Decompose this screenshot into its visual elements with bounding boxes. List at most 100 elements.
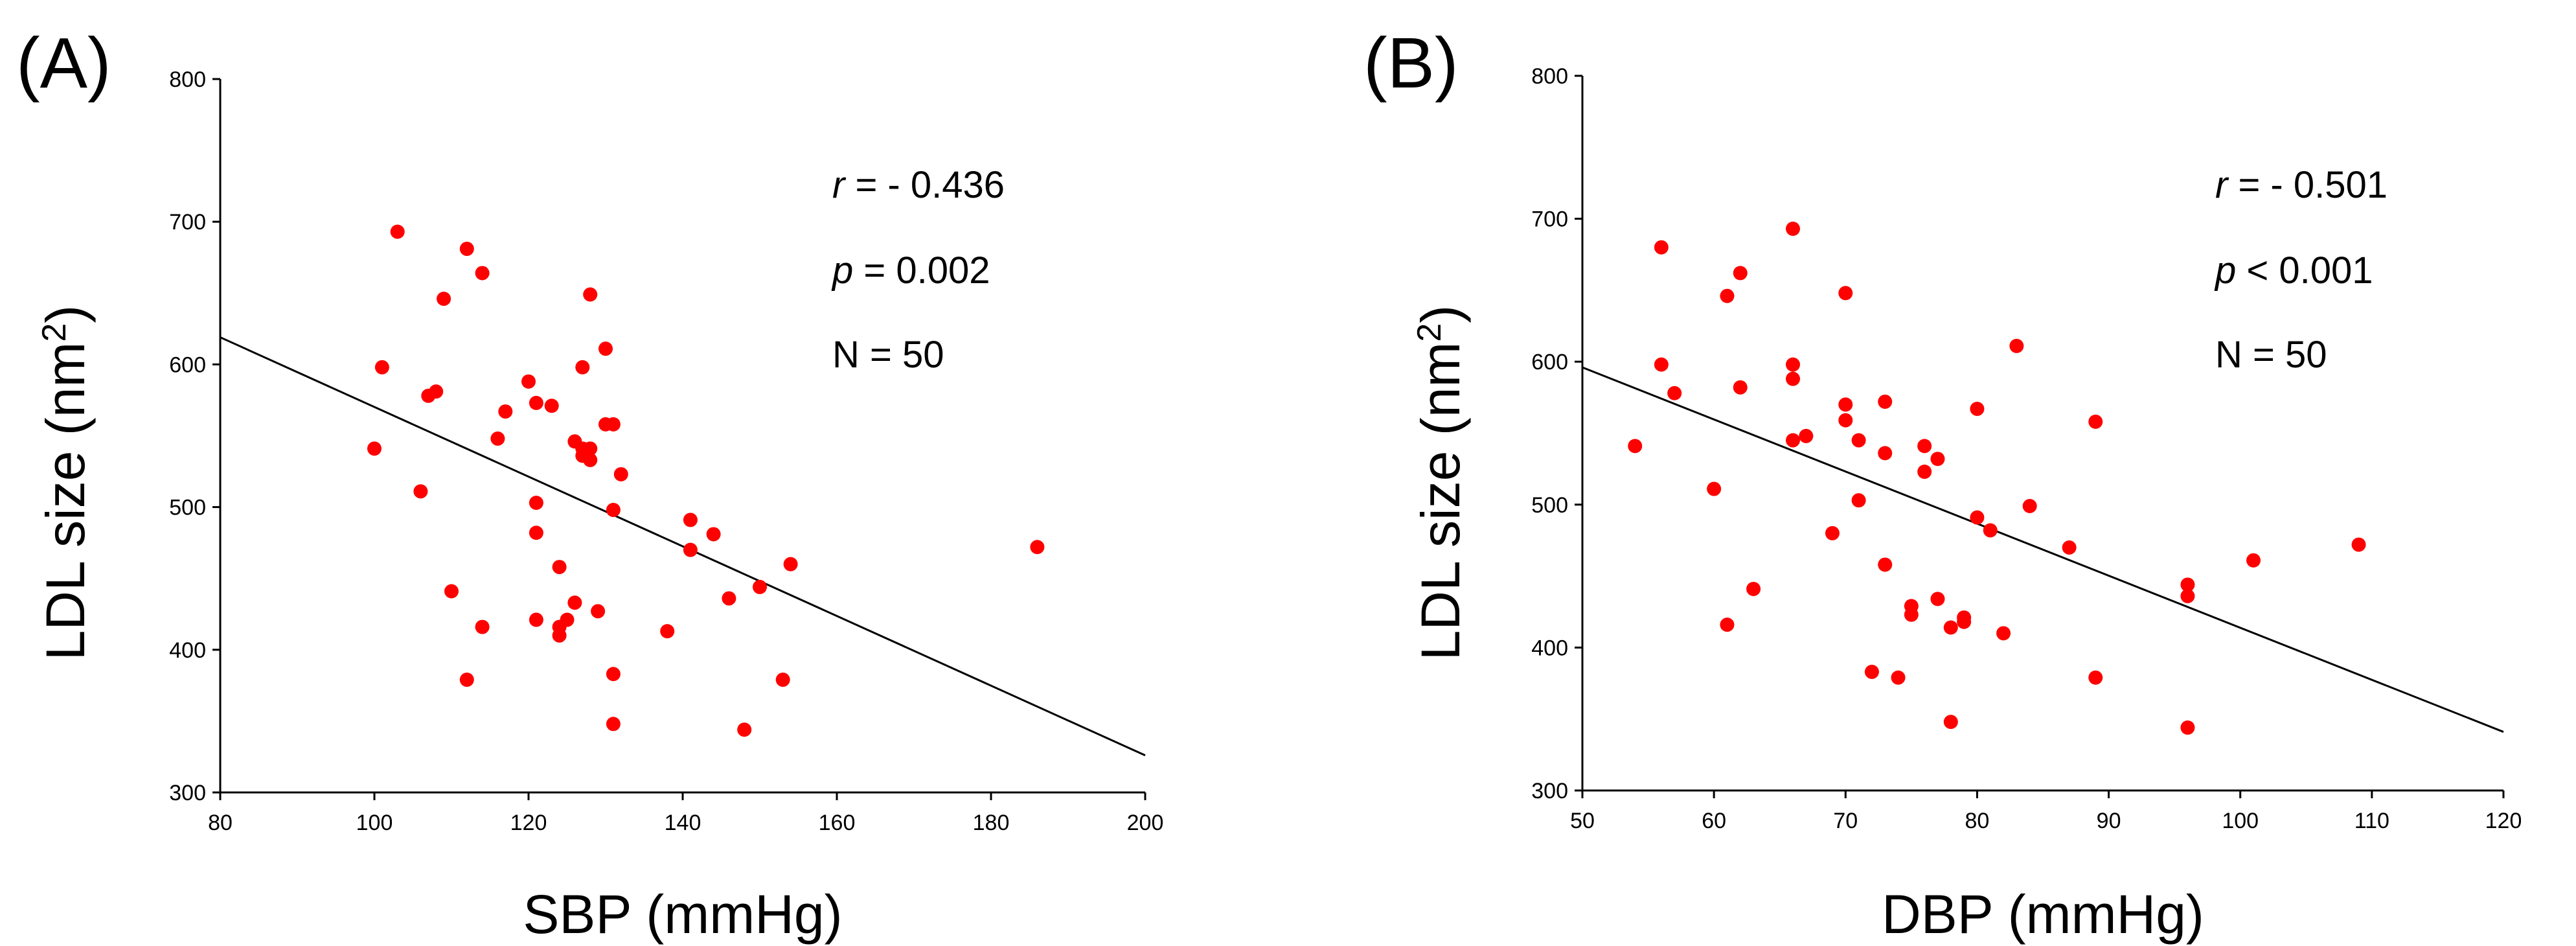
panel-a-data-point <box>583 441 598 456</box>
panel-b-x-tick-label: 110 <box>2354 809 2389 833</box>
panel-b-n-annotation: N = 50 <box>2215 334 2327 376</box>
panel-b-data-point <box>1746 581 1761 596</box>
panel-a-data-point <box>475 266 490 281</box>
panel-a-data-point <box>444 584 459 599</box>
panel-b-data-point <box>2022 499 2037 514</box>
panel-b-data-point <box>2009 338 2024 353</box>
panel-b-data-point <box>2062 540 2077 555</box>
panel-b-x-tick-label: 70 <box>1833 809 1858 833</box>
panel-a-data-point <box>529 525 543 540</box>
panel-a-data-point <box>567 595 582 610</box>
panel-a-data-point <box>591 604 606 619</box>
panel-a-n-annotation: N = 50 <box>832 334 944 376</box>
panel-b-y-tick-label: 800 <box>1531 64 1568 89</box>
panel-b-y-tick-label: 600 <box>1531 350 1568 375</box>
panel-b-data-point <box>1733 266 1748 281</box>
panel-b-x-tick-label: 50 <box>1570 809 1595 833</box>
panel-a-p-annotation: p = 0.002 <box>831 249 990 292</box>
panel-b-data-point <box>1628 439 1643 454</box>
panel-b-data-point <box>1970 510 1985 525</box>
panel-a-data-point <box>753 579 767 594</box>
panel-a-label: (A) <box>16 23 111 103</box>
panel-a-data-point <box>1030 540 1045 555</box>
panel-a-data-point <box>660 624 675 639</box>
panel-b-data-point <box>1654 357 1669 372</box>
panel-b-data-point <box>1838 413 1853 428</box>
panel-b-data-point <box>1930 592 1945 606</box>
panel-b-data-point <box>1733 380 1748 395</box>
panel-b-data-point <box>1957 614 1972 629</box>
panel-a-data-point <box>552 628 567 643</box>
panel-b-y-tick-label: 500 <box>1531 493 1568 518</box>
panel-a-data-point <box>498 404 513 419</box>
panel-a-y-tick-label: 500 <box>169 496 206 520</box>
panel-a-x-tick-label: 100 <box>356 811 393 835</box>
panel-a-y-tick-label: 300 <box>169 781 206 805</box>
panel-a-data-point <box>783 557 798 571</box>
panel-b-data-point <box>2180 577 2195 592</box>
panel-b-data-point <box>1891 670 1906 685</box>
panel-b-data-point <box>1943 715 1958 730</box>
panel-a-y-tick-label: 700 <box>169 210 206 235</box>
panel-b-data-point <box>1667 386 1682 400</box>
panel-a-data-point <box>390 224 405 239</box>
panel-a-y-tick-label: 400 <box>169 638 206 663</box>
panel-a-data-point <box>437 292 451 306</box>
panel-b-data-point <box>2180 720 2195 735</box>
panel-b-data-point <box>1838 286 1853 301</box>
panel-b-data-point <box>1799 428 1814 443</box>
panel-b-y-tick-label: 300 <box>1531 779 1568 803</box>
panel-a-data-point <box>606 717 621 732</box>
panel-a-data-point <box>583 287 598 302</box>
panel-a-data-point <box>560 612 575 627</box>
panel-a-data-point <box>490 431 505 446</box>
panel-a-y-axis-label: LDL size (nm2) <box>35 305 96 661</box>
panel-b-data-point <box>1707 481 1722 496</box>
panel-b-data-point <box>1786 433 1801 448</box>
panel-b-y-tick-label: 700 <box>1531 207 1568 232</box>
panel-a-data-point <box>429 384 444 399</box>
panel-a-x-tick-label: 140 <box>665 811 701 835</box>
panel-b-data-point <box>1996 626 2011 641</box>
panel-b-data-point <box>1720 288 1735 303</box>
panel-a-y-tick-label: 800 <box>169 67 206 92</box>
panel-b-data-point <box>1838 397 1853 412</box>
panel-a-x-tick-label: 200 <box>1127 811 1164 835</box>
panel-a-x-tick-label: 180 <box>973 811 1010 835</box>
panel-b-x-tick-label: 100 <box>2222 809 2259 833</box>
panel-a-data-point <box>575 360 590 375</box>
panel-b-x-axis-label: DBP (mmHg) <box>1882 884 2204 945</box>
panel-a-data-point <box>459 673 474 687</box>
panel-a-data-point <box>544 398 559 413</box>
panel-b-data-point <box>1851 493 1866 508</box>
panel-b-data-point <box>2088 414 2103 429</box>
panel-a-data-point <box>706 527 721 542</box>
panel-a-x-tick-label: 160 <box>819 811 856 835</box>
panel-a-data-point <box>529 495 543 510</box>
panel-b-data-point <box>1943 620 1958 635</box>
panel-a-data-point <box>598 341 613 356</box>
panel-a-data-point <box>529 612 543 627</box>
panel-a-data-point <box>413 484 428 499</box>
panel-b-data-point <box>1825 525 1840 540</box>
panel-a-x-tick-label: 120 <box>510 811 547 835</box>
panel-a: (A) LDL size (nm2) SBP (mmHg) r = - 0.43… <box>16 23 1163 945</box>
panel-a-data-point <box>475 619 490 634</box>
panel-b-data-point <box>1786 371 1801 386</box>
panel-b-data-point <box>1786 222 1801 236</box>
panel-b-data-point <box>1878 446 1893 461</box>
panel-a-data-point <box>613 467 628 481</box>
panel-b-r-annotation: r = - 0.501 <box>2215 164 2388 206</box>
panel-b-trend-line <box>1582 366 2504 733</box>
panel-b-data-point <box>2180 588 2195 603</box>
panel-a-data-point <box>552 560 567 575</box>
panel-b: (B) LDL size (nm2) DBP (mmHg) r = - 0.50… <box>1363 23 2522 945</box>
panel-a-data-point <box>722 591 736 606</box>
panel-b-data-point <box>2088 670 2103 685</box>
panel-b-data-point <box>1970 401 1985 416</box>
panel-b-y-tick-label: 400 <box>1531 636 1568 660</box>
panel-a-x-axis-label: SBP (mmHg) <box>523 884 842 945</box>
panel-a-data-point <box>737 722 752 737</box>
panel-a-data-point <box>521 374 536 389</box>
panel-a-data-point <box>606 503 621 518</box>
